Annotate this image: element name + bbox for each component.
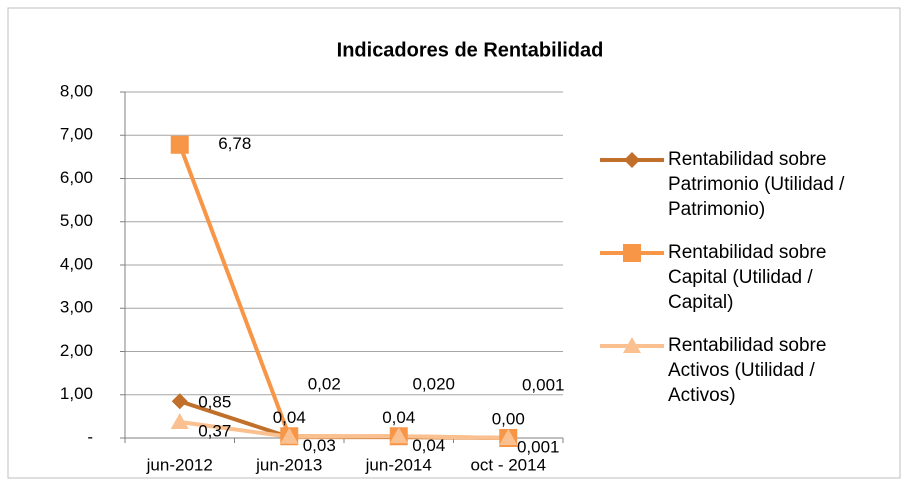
legend-marker <box>623 337 641 353</box>
legend-marker <box>623 244 641 262</box>
y-tick-label: 3,00 <box>60 298 93 317</box>
data-label: 0,020 <box>412 375 455 394</box>
marker <box>170 412 189 429</box>
legend-label: Rentabilidad sobre Activos (Utilidad / A… <box>668 335 827 406</box>
y-tick-label: 7,00 <box>60 125 93 144</box>
legend-label: Rentabilidad sobre Patrimonio (Utilidad … <box>668 149 845 220</box>
data-label: 0,00 <box>492 409 525 428</box>
y-tick-label: 8,00 <box>60 81 93 100</box>
data-label: 0,04 <box>273 408 306 427</box>
data-label: 0,02 <box>308 375 341 394</box>
marker <box>170 135 189 154</box>
legend-item: Rentabilidad sobre Capital (Utilidad / C… <box>600 240 890 315</box>
marker <box>499 428 518 445</box>
y-tick-label: 5,00 <box>60 211 93 230</box>
legend-icon <box>600 152 664 168</box>
data-label: 0,85 <box>198 393 231 412</box>
series-line <box>179 420 509 440</box>
data-label: 0,04 <box>412 436 445 455</box>
legend-label: Rentabilidad sobre Capital (Utilidad / C… <box>668 242 827 313</box>
data-label: 0,03 <box>303 436 336 455</box>
marker <box>171 393 188 410</box>
chart-title: Indicadores de Rentabilidad <box>337 39 604 61</box>
x-tick-label: jun-2012 <box>146 455 213 474</box>
data-label: 0,001 <box>522 375 565 394</box>
legend-icon <box>600 337 664 353</box>
y-tick-label: 4,00 <box>60 254 93 273</box>
legend-item: Rentabilidad sobre Activos (Utilidad / A… <box>600 333 890 408</box>
chart-border <box>7 7 901 479</box>
legend-marker <box>624 152 640 168</box>
x-tick-label: jun-2014 <box>365 455 432 474</box>
y-tick-label: 1,00 <box>60 384 93 403</box>
marker <box>389 427 408 444</box>
y-tick-label: - <box>87 427 93 446</box>
data-label: 0,37 <box>198 421 231 440</box>
marker <box>280 427 299 444</box>
x-tick-label: oct - 2014 <box>470 455 546 474</box>
data-label: 6,78 <box>218 134 251 153</box>
legend-item: Rentabilidad sobre Patrimonio (Utilidad … <box>600 147 890 222</box>
y-tick-label: 2,00 <box>60 341 93 360</box>
x-tick-label: jun-2013 <box>255 455 322 474</box>
legend-icon <box>600 244 664 262</box>
data-label: 0,04 <box>382 408 415 427</box>
y-tick-label: 6,00 <box>60 168 93 187</box>
data-label: 0,001 <box>517 437 560 456</box>
